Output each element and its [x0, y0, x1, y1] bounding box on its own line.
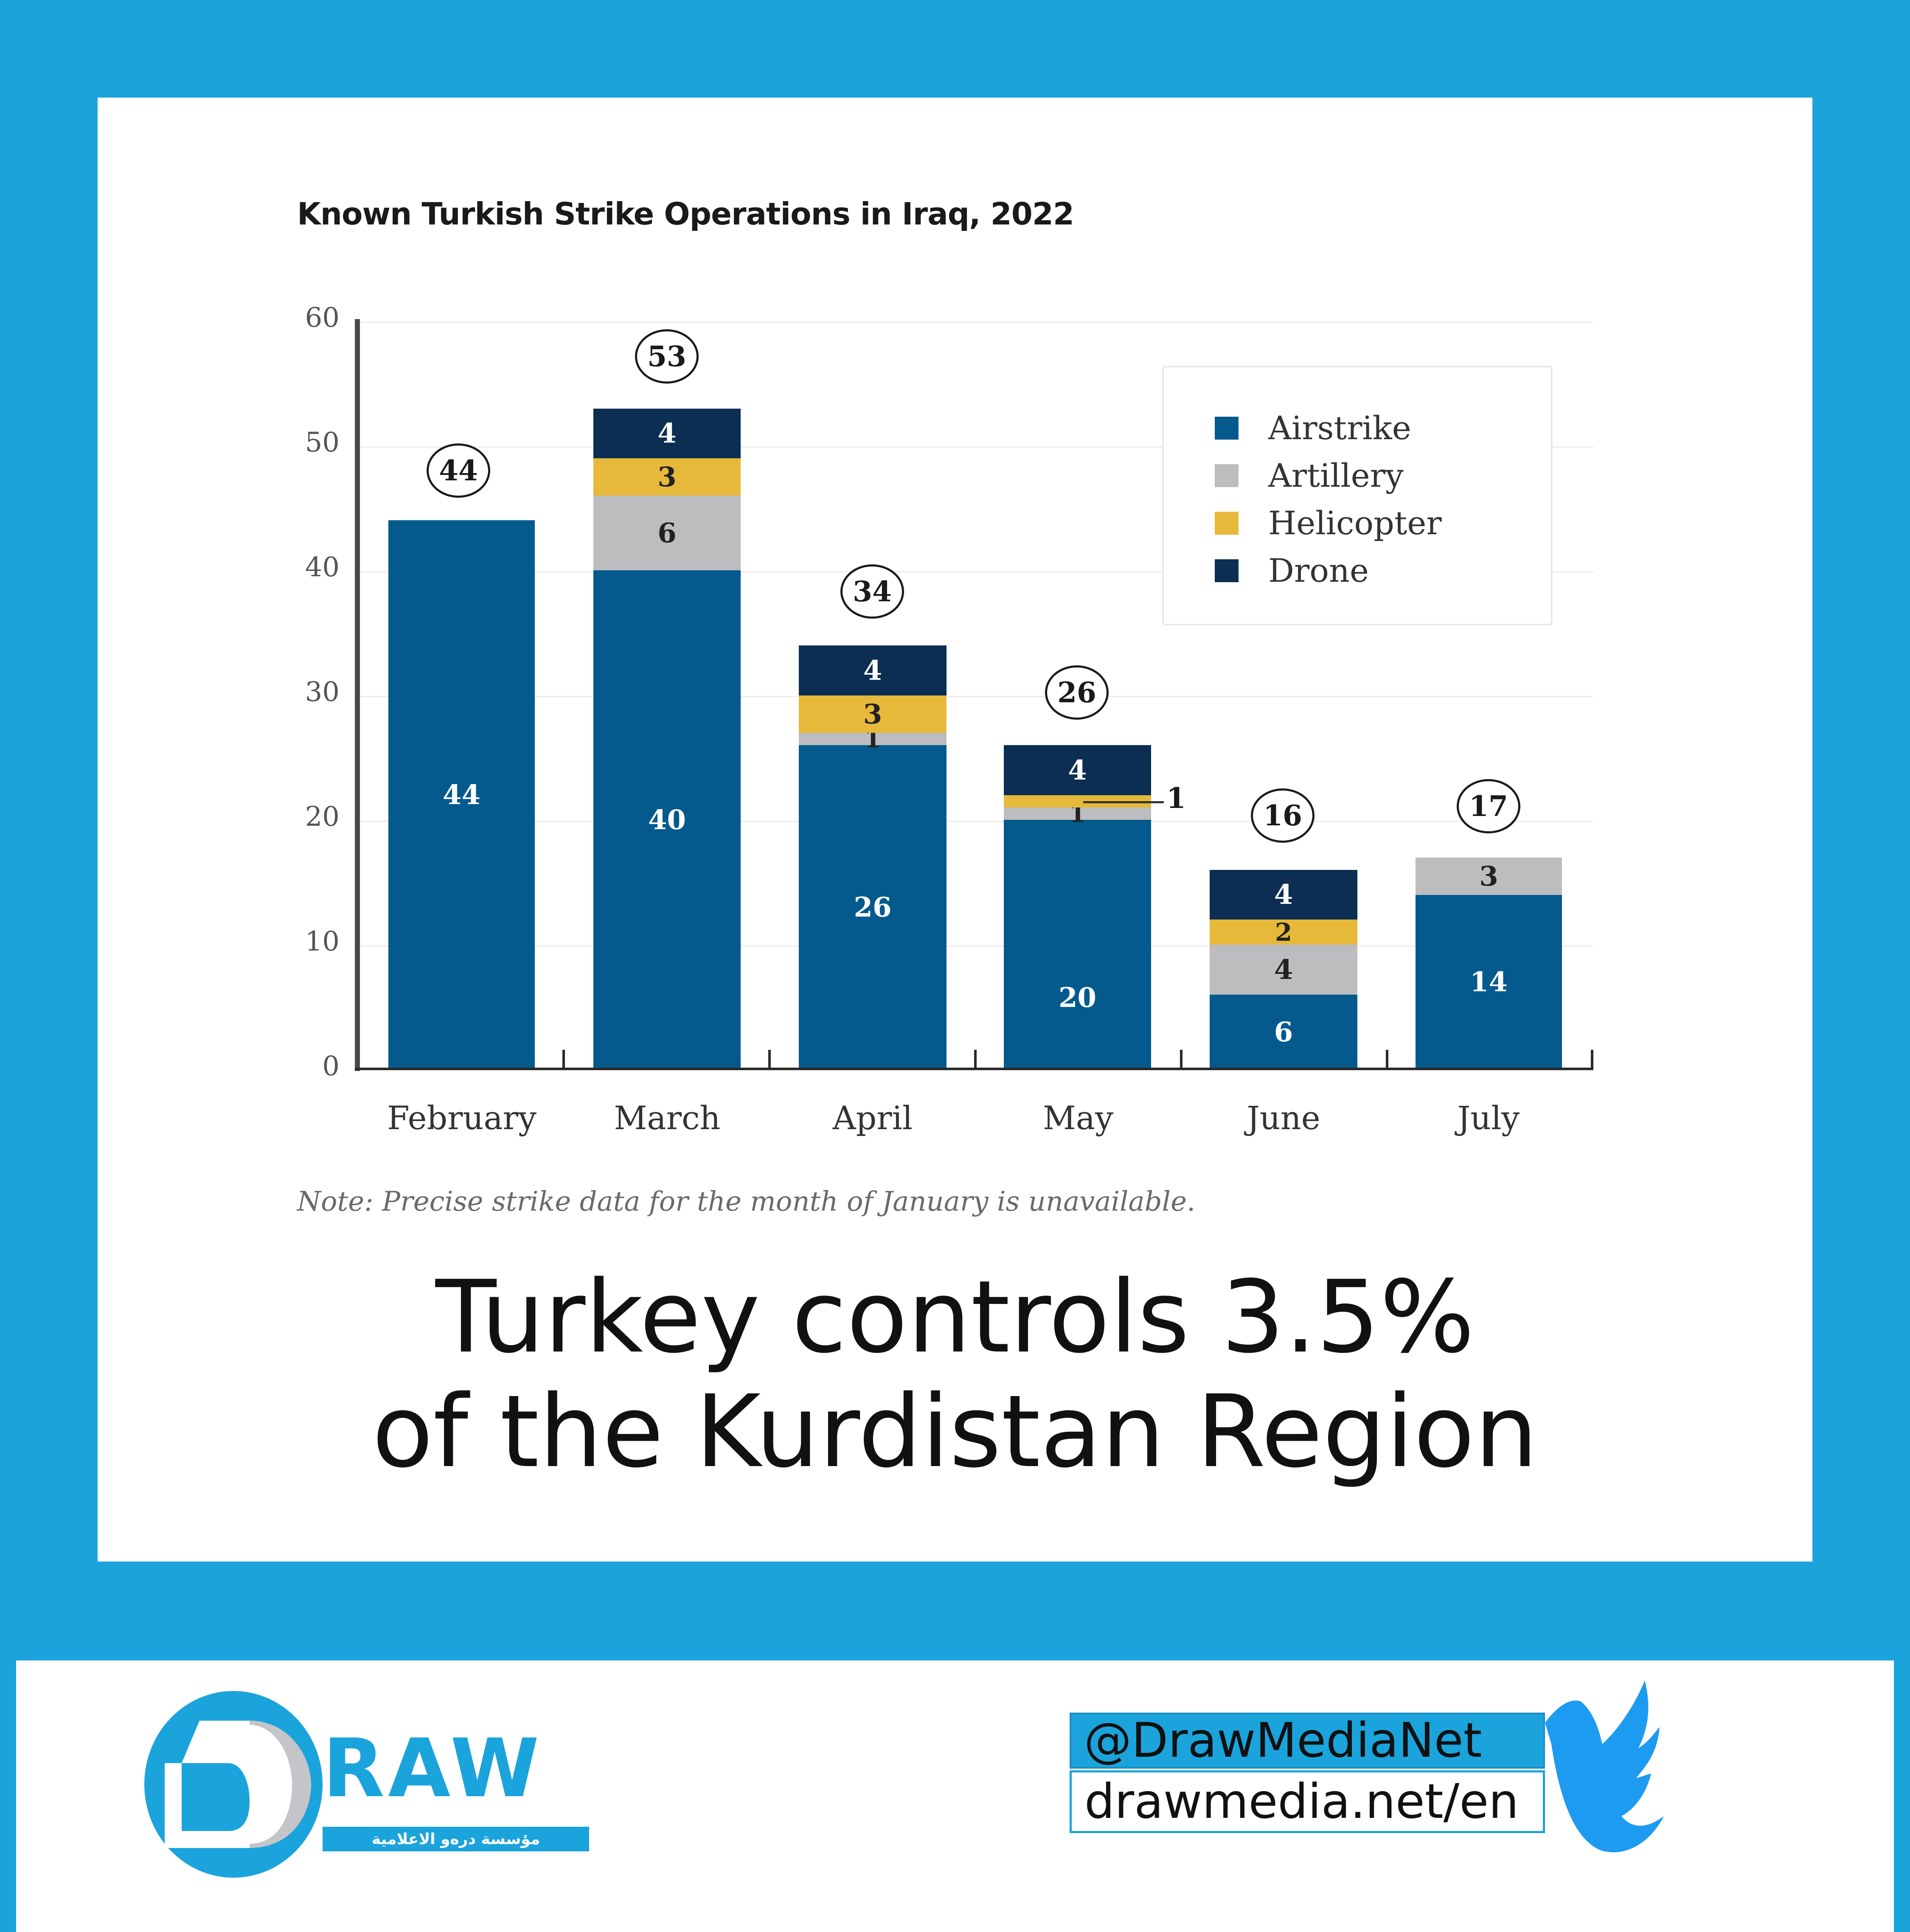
bar-may-airstrike-label: 20: [1058, 981, 1097, 1014]
xlabel-april: April: [832, 1099, 913, 1137]
logo-wordmark: RAW: [323, 1722, 543, 1815]
legend-item-drone: Drone: [1215, 552, 1369, 589]
chart-legend: Airstrike Artillery Helicopter Drone: [1162, 366, 1553, 625]
gridline-10: [360, 945, 1593, 947]
legend-label-helicopter: Helicopter: [1268, 504, 1442, 542]
bar-feb-airstrike: 44: [388, 520, 535, 1069]
bar-jun-drone: 4: [1210, 870, 1357, 920]
artillery-swatch: [1215, 464, 1239, 487]
ytick-0: 0: [322, 1051, 340, 1082]
helicopter-swatch: [1215, 511, 1239, 535]
x-tick-3: [974, 1050, 977, 1068]
total-may: 26: [1045, 665, 1109, 720]
bar-mar-artillery-label: 6: [657, 517, 677, 549]
bar-jul-artillery-label: 3: [1479, 860, 1498, 892]
legend-label-airstrike: Airstrike: [1268, 409, 1411, 447]
headline: Turkey controls 3.5% of the Kurdistan Re…: [98, 1260, 1812, 1489]
legend-label-drone: Drone: [1268, 552, 1369, 589]
xlabel-may: May: [1042, 1099, 1114, 1137]
total-jul: 17: [1457, 779, 1520, 833]
x-tick-6: [1591, 1050, 1593, 1068]
draw-logo[interactable]: RAW مؤسسة درەو الاعلامية: [144, 1691, 624, 1878]
ytick-60: 60: [305, 302, 340, 334]
xlabel-june: June: [1247, 1099, 1320, 1137]
x-tick-4: [1180, 1050, 1183, 1068]
bar-jun-airstrike-label: 6: [1274, 1016, 1293, 1048]
bar-jun-artillery-label: 4: [1274, 953, 1293, 986]
logo-arabic-subtitle: مؤسسة درەو الاعلامية: [323, 1827, 589, 1851]
gridline-20: [360, 821, 1593, 822]
gridline-30: [360, 696, 1593, 697]
x-tick-5: [1386, 1050, 1388, 1068]
xlabel-july: July: [1457, 1099, 1520, 1137]
ytick-10: 10: [305, 926, 340, 957]
bar-jul-airstrike: 14: [1416, 895, 1562, 1069]
total-jun: 16: [1251, 788, 1315, 843]
legend-item-artillery: Artillery: [1215, 457, 1404, 494]
legend-item-helicopter: Helicopter: [1215, 504, 1442, 542]
x-tick-2: [768, 1050, 771, 1068]
bar-apr-airstrike-label: 26: [854, 891, 892, 923]
total-apr: 34: [840, 564, 904, 619]
ytick-20: 20: [305, 801, 340, 833]
x-tick-1: [562, 1050, 565, 1068]
bar-jun-drone-label: 4: [1274, 879, 1293, 911]
legend-item-airstrike: Airstrike: [1215, 409, 1411, 447]
bar-mar-airstrike-label: 40: [648, 804, 686, 836]
gridline-50: [360, 446, 1162, 448]
gridline-40: [360, 571, 1162, 572]
bar-jun-helicopter-label: 2: [1275, 917, 1292, 947]
y-axis: [355, 319, 360, 1071]
website-link[interactable]: drawmedia.net/en: [1070, 1770, 1545, 1833]
bar-jul-artillery: 3: [1416, 858, 1562, 895]
ytick-30: 30: [305, 676, 340, 708]
bar-may-artillery: 1: [1004, 800, 1151, 828]
bar-may-airstrike: 20: [1004, 820, 1151, 1069]
bar-apr-drone-label: 4: [863, 654, 882, 687]
gridline-40-right: [1553, 571, 1593, 572]
airstrike-swatch: [1215, 416, 1239, 440]
legend-label-artillery: Artillery: [1268, 457, 1404, 494]
bar-may-drone-label: 4: [1068, 754, 1087, 786]
chart-note: Note: Precise strike data for the month …: [297, 1186, 1196, 1217]
bar-apr-drone: 4: [799, 645, 947, 695]
logo-d-icon: [165, 1721, 311, 1848]
bar-mar-helicopter: 3: [593, 458, 741, 496]
xlabel-february: February: [387, 1099, 537, 1137]
bar-jun-airstrike: 6: [1210, 995, 1357, 1069]
bar-mar-helicopter-label: 3: [657, 461, 677, 493]
may-helicopter-callout-label: 1: [1166, 782, 1186, 815]
infographic-card: [98, 98, 1812, 1562]
bar-mar-drone-label: 4: [657, 418, 677, 449]
total-mar: 53: [635, 329, 699, 384]
headline-line-1: Turkey controls 3.5%: [435, 1259, 1475, 1375]
bar-mar-drone: 4: [593, 409, 741, 458]
x-axis: [355, 1068, 1593, 1070]
bar-apr-airstrike: 26: [799, 745, 947, 1069]
ytick-40: 40: [305, 552, 340, 583]
bar-jun-helicopter: 2: [1210, 917, 1357, 947]
bar-mar-airstrike: 40: [593, 570, 741, 1069]
drone-swatch: [1215, 559, 1239, 582]
ytick-50: 50: [305, 427, 340, 458]
gridline-60: [360, 322, 1593, 323]
twitter-handle[interactable]: @DrawMediaNet: [1070, 1713, 1545, 1769]
bar-feb-airstrike-label: 44: [442, 779, 481, 811]
bar-apr-helicopter: 3: [799, 695, 947, 733]
bar-apr-helicopter-label: 3: [863, 698, 882, 730]
total-feb: 44: [427, 443, 490, 498]
bar-mar-artillery: 6: [593, 496, 741, 570]
twitter-bird-icon[interactable]: [1541, 1680, 1778, 1859]
bar-may-drone: 4: [1004, 745, 1151, 795]
bar-jul-airstrike-label: 14: [1469, 966, 1508, 998]
xlabel-march: March: [614, 1099, 721, 1137]
bar-apr-artillery: 1: [799, 725, 947, 753]
bar-jun-artillery: 4: [1210, 945, 1357, 995]
may-helicopter-callout-line: [1083, 801, 1164, 803]
gridline-50-right: [1553, 446, 1593, 448]
chart-title: Known Turkish Strike Operations in Iraq,…: [297, 196, 1074, 232]
headline-line-2: of the Kurdistan Region: [372, 1374, 1538, 1490]
